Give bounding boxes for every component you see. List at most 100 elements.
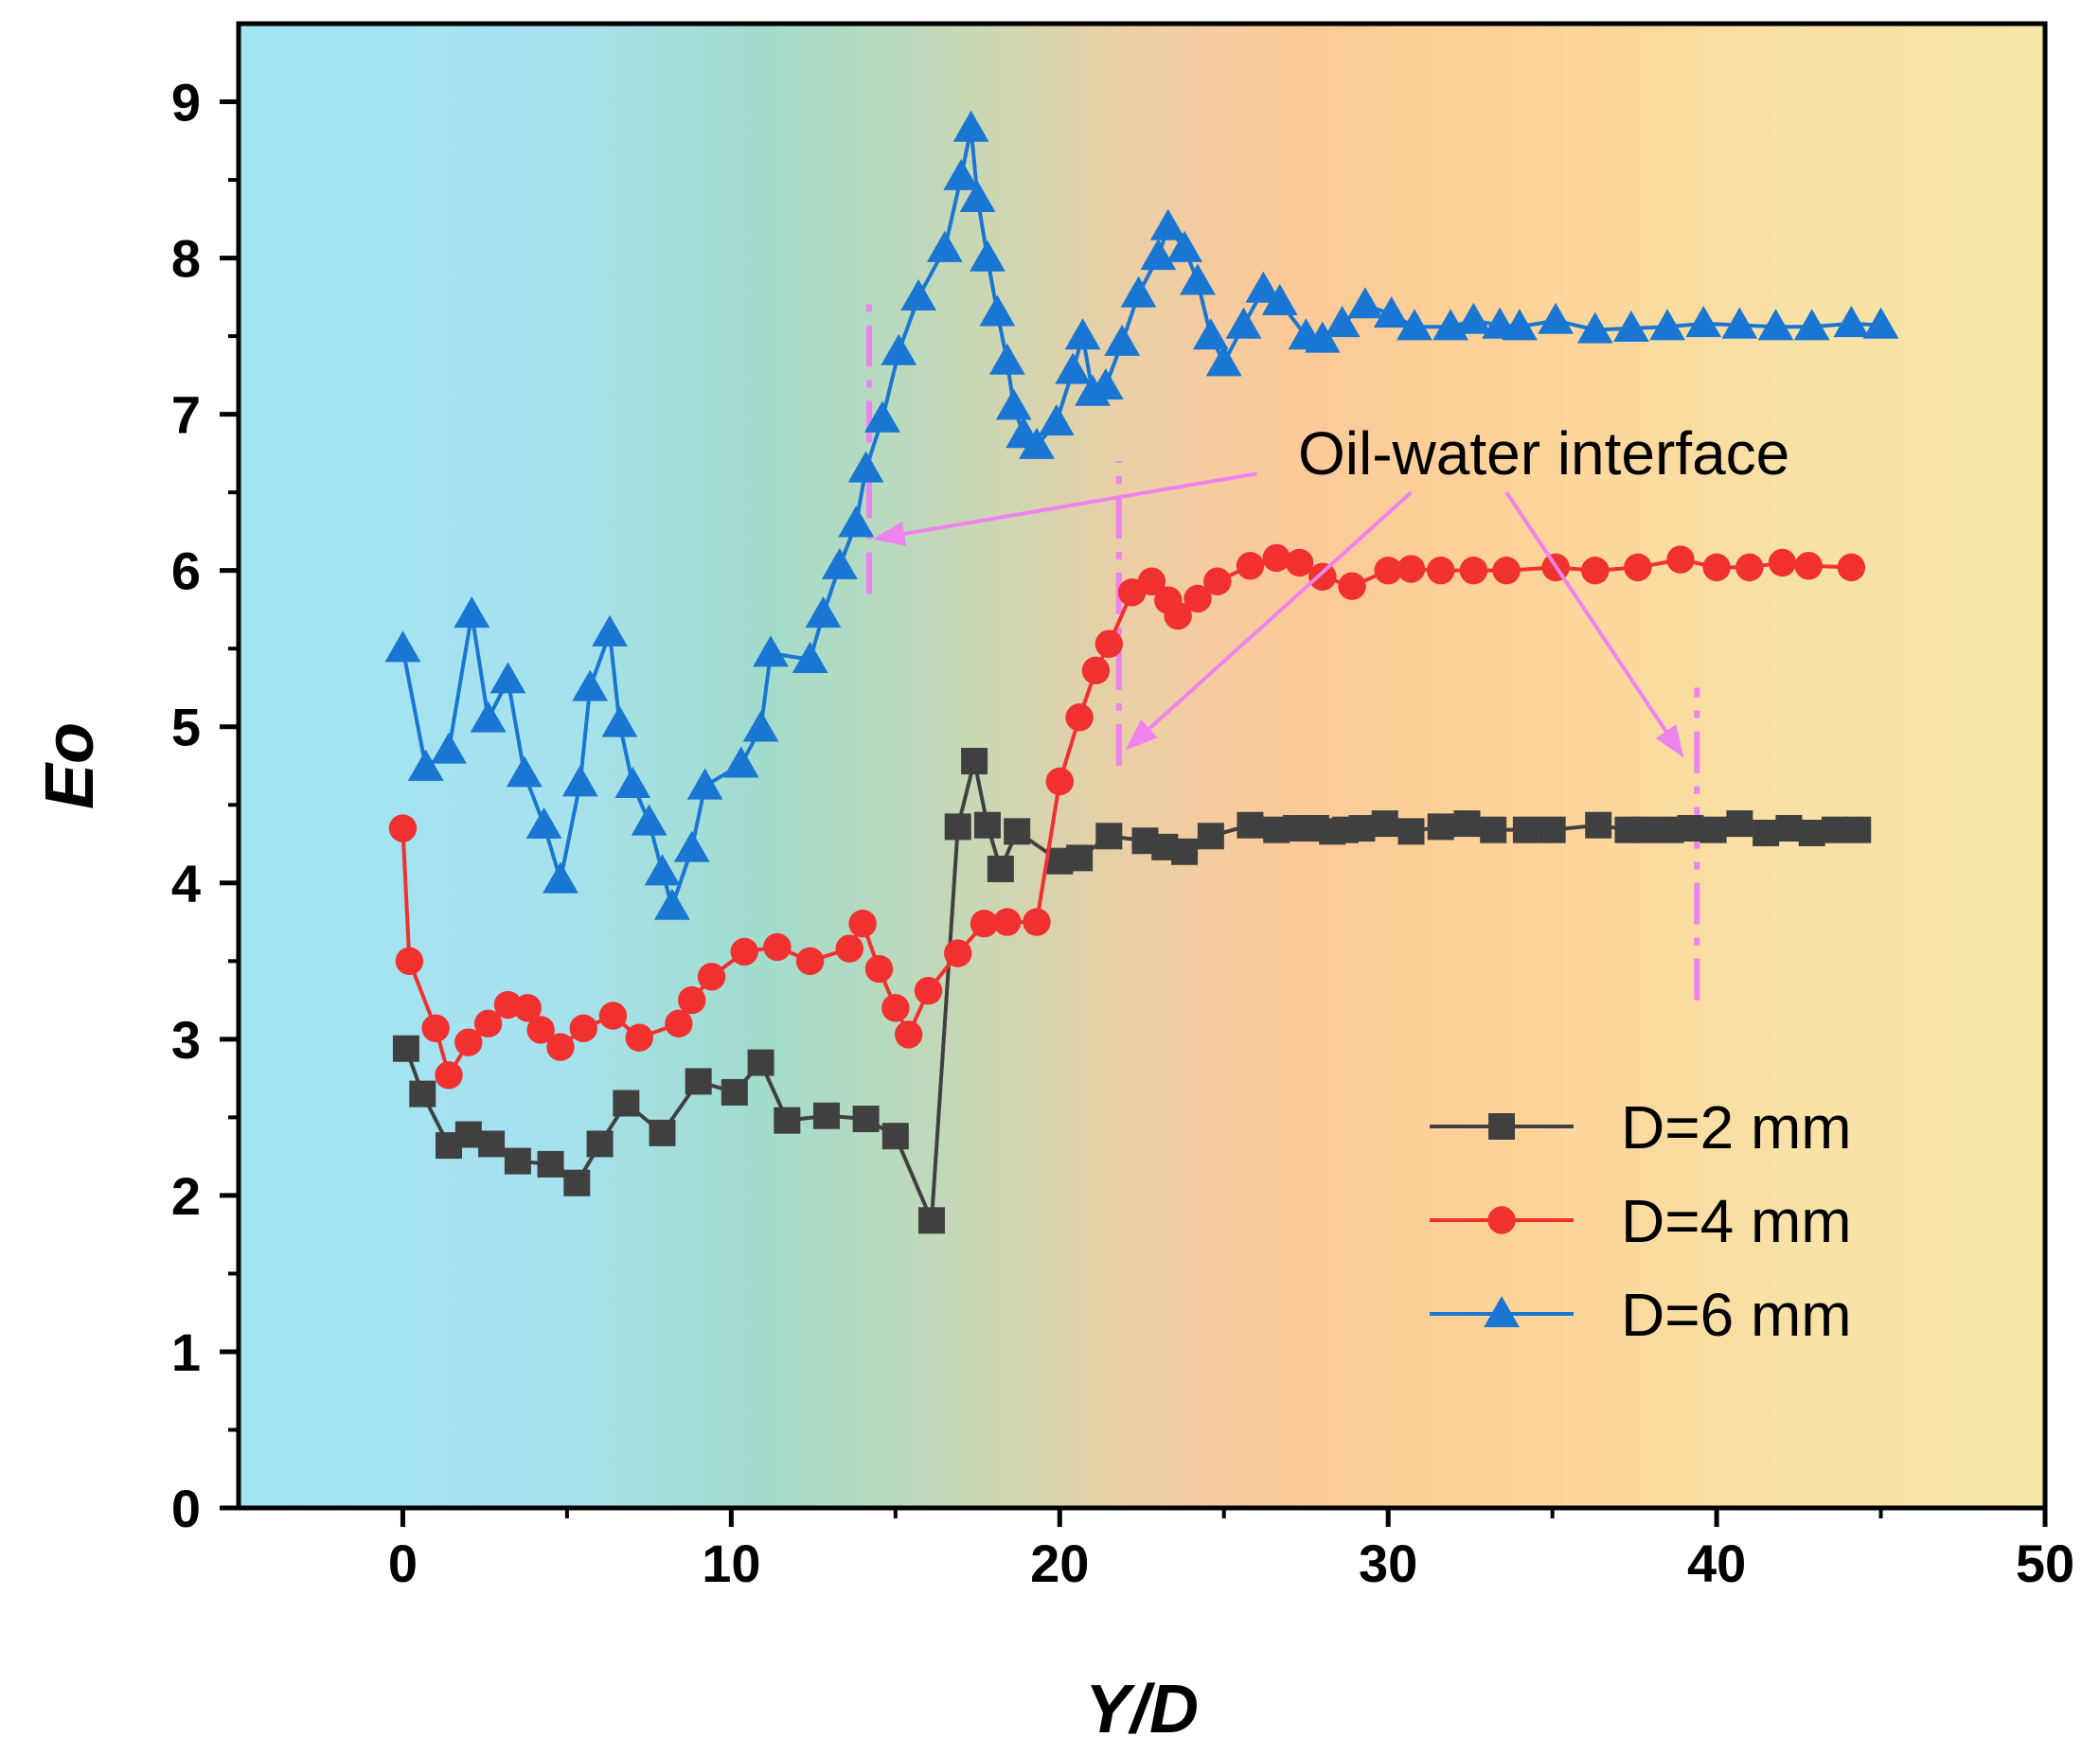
annotation-arrow-head <box>1655 724 1684 758</box>
data-point-square <box>944 813 971 841</box>
data-point-circle <box>435 1061 463 1090</box>
data-point-triangle <box>384 630 421 663</box>
data-point-triangle <box>1576 311 1613 344</box>
data-point-square <box>987 855 1014 882</box>
annotation-text: Oil-water interface <box>1298 419 1789 488</box>
data-point-triangle <box>644 854 681 886</box>
data-point-circle <box>970 910 999 938</box>
y-tick-label: 7 <box>171 385 201 445</box>
annotation-arrow-head <box>872 522 907 546</box>
data-point-square <box>1348 815 1376 842</box>
annotation-arrow-line <box>903 471 1257 536</box>
data-point-square <box>1630 816 1658 843</box>
data-point-square <box>774 1107 801 1134</box>
legend-entry: D=4 mm <box>1430 1187 1852 1255</box>
data-point-square <box>1844 816 1872 843</box>
legend: D=2 mm D=4 mm D=6 mm <box>1430 1093 1852 1349</box>
data-point-circle <box>1666 545 1695 574</box>
data-point-circle <box>1023 908 1051 936</box>
axes: 0 10 20 30 40 50 0 1 2 3 4 5 6 7 8 9 <box>171 73 2074 1593</box>
data-point-circle <box>1236 552 1265 580</box>
data-point-triangle <box>1757 309 1794 341</box>
data-point-square <box>1821 816 1848 843</box>
data-point-triangle <box>1104 324 1141 356</box>
y-tick-label: 3 <box>171 1010 201 1070</box>
y-tick-label: 2 <box>171 1166 201 1226</box>
data-point-circle <box>763 932 792 962</box>
legend-entry: D=6 mm <box>1430 1281 1852 1349</box>
annotation: Oil-water interface <box>872 419 1789 758</box>
data-point-circle <box>421 1014 450 1042</box>
data-point-circle <box>665 1009 693 1038</box>
data-point-circle <box>1794 552 1823 580</box>
data-point-triangle <box>821 547 858 579</box>
annotation-arrow-line <box>1504 491 1668 733</box>
series-d-4-mm <box>388 543 1866 1090</box>
data-point-circle <box>1492 556 1521 585</box>
data-point-triangle <box>1484 1296 1520 1328</box>
data-point-triangle <box>952 110 989 142</box>
data-point-triangle <box>1538 302 1575 334</box>
data-point-square <box>1775 815 1803 842</box>
data-point-circle <box>546 1033 575 1061</box>
data-point-triangle <box>943 158 980 190</box>
data-point-triangle <box>742 710 779 742</box>
data-point-circle <box>795 947 825 976</box>
data-point-square <box>1512 816 1539 843</box>
x-tick-label: 40 <box>1687 1533 1746 1593</box>
x-tick-label: 30 <box>1359 1533 1417 1593</box>
data-point-triangle <box>1304 321 1341 353</box>
data-point-circle <box>1338 572 1366 600</box>
data-point-triangle <box>673 830 710 862</box>
data-point-circle <box>1164 601 1192 630</box>
series-line <box>400 556 1852 1080</box>
data-point-triangle <box>561 765 598 797</box>
data-point-square <box>1397 818 1425 845</box>
data-point-square <box>747 1049 774 1076</box>
data-point-circle <box>625 1023 653 1052</box>
data-point-triangle <box>1373 296 1410 328</box>
data-point-triangle <box>864 400 900 433</box>
series-d-6-mm <box>384 110 1899 920</box>
data-point-triangle <box>1038 403 1075 436</box>
data-point-square <box>1798 819 1825 846</box>
y-tick-label: 1 <box>171 1322 201 1382</box>
x-axis-title: Y/D <box>1085 1672 1199 1747</box>
data-point-circle <box>848 910 877 938</box>
data-point-square <box>1726 810 1753 838</box>
data-point-triangle <box>1649 309 1685 341</box>
data-point-square <box>1585 811 1612 839</box>
y-tick-label: 9 <box>171 73 201 133</box>
data-point-triangle <box>1324 306 1361 338</box>
data-point-triangle <box>970 239 1006 272</box>
data-point-triangle <box>543 861 578 894</box>
data-point-square <box>649 1119 676 1146</box>
data-point-square <box>917 1207 945 1234</box>
data-point-square <box>852 1106 880 1133</box>
data-point-triangle <box>592 614 628 647</box>
data-point-triangle <box>1862 307 1899 339</box>
data-point-triangle <box>1612 310 1649 343</box>
data-point-square <box>409 1080 436 1108</box>
data-point-circle <box>1183 584 1212 613</box>
data-point-triangle <box>805 595 842 629</box>
data-point-circle <box>1203 567 1232 595</box>
data-point-square <box>1066 844 1094 872</box>
data-point-square <box>1371 810 1398 838</box>
data-point-square <box>1453 810 1481 838</box>
data-point-triangle <box>847 451 884 483</box>
data-point-circle <box>1374 556 1402 585</box>
data-point-circle <box>1459 556 1488 585</box>
data-point-circle <box>473 1009 503 1038</box>
data-point-triangle <box>601 705 638 737</box>
data-point-triangle <box>900 278 937 311</box>
data-point-circle <box>1397 555 1426 583</box>
data-point-circle <box>1624 553 1652 582</box>
data-point-triangle <box>1019 427 1055 459</box>
data-point-square <box>478 1130 506 1158</box>
data-point-triangle <box>1261 283 1298 315</box>
data-point-square <box>1095 823 1123 850</box>
data-point-triangle <box>1833 306 1870 338</box>
data-point-square <box>1237 811 1264 839</box>
data-point-triangle <box>1225 307 1262 339</box>
